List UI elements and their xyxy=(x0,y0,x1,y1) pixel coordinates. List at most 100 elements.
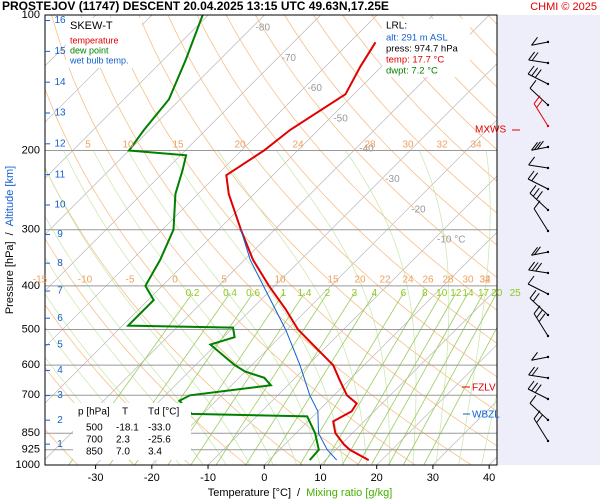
table-cell: -18.1 xyxy=(116,423,139,434)
legend-entry: dew point xyxy=(70,45,109,55)
barb-staff xyxy=(533,208,549,232)
lrl-press: press: 974.7 hPa xyxy=(386,44,459,55)
mixing-ratio-label: 2 xyxy=(325,288,331,299)
barb-flag xyxy=(536,191,543,200)
mixing-ratio-line xyxy=(370,292,469,465)
barb-flag xyxy=(533,305,541,314)
y-label: Pressure [hPa] xyxy=(4,241,16,314)
dry-adiabat xyxy=(254,15,497,278)
mixing-ratio-line xyxy=(388,292,484,465)
table-header: Td [°C] xyxy=(148,407,179,418)
isotherm-label: -20 xyxy=(411,204,426,215)
dry-adiabat xyxy=(196,15,497,344)
mixing-ratio-label: 4 xyxy=(372,288,378,299)
mixing-ratio-line xyxy=(245,292,355,465)
moist-adiabat xyxy=(458,150,491,465)
mixing-ratio-line xyxy=(323,292,426,465)
barb-staff xyxy=(531,146,549,151)
table-header: p [hPa] xyxy=(78,407,110,418)
table-cell: 2.3 xyxy=(116,435,130,446)
barb-staff xyxy=(527,178,549,190)
isotherm xyxy=(376,344,497,465)
adiabat-label: 34 xyxy=(470,140,482,151)
mixing-ratio-line xyxy=(423,326,497,465)
y2-tick-label: 4 xyxy=(57,365,63,376)
barb-flag xyxy=(538,313,546,322)
barb-flag xyxy=(531,351,538,361)
barb-flag xyxy=(534,384,542,393)
y-tick-label: 850 xyxy=(22,427,40,439)
y-tick-label: 925 xyxy=(22,444,40,456)
moist-adiabat xyxy=(127,150,321,465)
y2-tick-label: 8 xyxy=(57,258,63,269)
barb-flag xyxy=(527,380,535,390)
adiabat-label: -5 xyxy=(126,275,135,286)
barb-dot xyxy=(546,418,550,422)
barb-flag xyxy=(527,170,535,180)
x-tick-label: 30 xyxy=(427,472,439,484)
barb-dot xyxy=(546,229,550,233)
barb-dot xyxy=(546,397,550,401)
barb-flag xyxy=(536,414,543,423)
moist-adiabat xyxy=(481,391,497,465)
annotation-mxws: MXWS xyxy=(475,125,506,136)
barb-staff xyxy=(527,388,549,400)
barb-dot xyxy=(546,40,550,44)
adiabat-label: -10 xyxy=(78,275,93,286)
x-tick-label: 40 xyxy=(483,472,495,484)
barb-dot xyxy=(546,145,550,149)
mixing-ratio-label: 20 xyxy=(491,288,503,299)
adiabat-label: 26 xyxy=(422,275,434,286)
barb-staff xyxy=(531,251,549,256)
barb-dot xyxy=(546,187,550,191)
table-cell: 500 xyxy=(86,423,103,434)
barb-dot xyxy=(546,355,550,359)
isotherm-label: -30 xyxy=(385,174,400,185)
adiabat-label: 15 xyxy=(327,275,339,286)
isotherm xyxy=(45,15,434,404)
barb-dot xyxy=(546,208,550,212)
adiabat-label: 24 xyxy=(402,275,414,286)
x2-label: Mixing ratio [g/kg] xyxy=(306,487,392,499)
y2-tick-label: 7 xyxy=(57,286,63,297)
wind-panel xyxy=(497,15,600,465)
barb-flag xyxy=(531,382,539,392)
mixing-ratio-label: 25 xyxy=(510,288,522,299)
moist-adiabat xyxy=(276,150,391,465)
barb-flag xyxy=(529,395,537,404)
levels-table: p [hPa] T Td [°C] 500 -18.1 -33.0 700 2.3 -25.6 8… xyxy=(78,407,179,458)
barb-dot xyxy=(546,439,550,443)
barb-dot xyxy=(546,61,550,65)
adiabat-label: 34 xyxy=(479,275,491,286)
adiabat-label: 22 xyxy=(379,275,391,286)
barb-flag xyxy=(531,172,539,182)
barb-flag xyxy=(529,80,537,89)
y-tick-label: 700 xyxy=(22,389,40,401)
y2-tick-label: 5 xyxy=(57,339,63,350)
moist-adiabat xyxy=(217,150,367,465)
lrl-alt: alt: 291 m ASL xyxy=(386,33,448,44)
barb-dot xyxy=(546,376,550,380)
x-tick-label: -30 xyxy=(88,472,104,484)
barb-flag xyxy=(532,188,540,197)
dry-adiabat xyxy=(51,15,416,465)
mixing-ratio-label: 3 xyxy=(352,288,358,299)
mixing-ratio-line xyxy=(190,292,305,465)
table-cell: 3.4 xyxy=(148,447,162,458)
barb-flag xyxy=(533,95,541,104)
isotherm-label: -70 xyxy=(282,53,297,64)
adiabat-label: 28 xyxy=(442,275,454,286)
isotherm xyxy=(45,15,209,179)
dry-adiabat xyxy=(225,15,497,311)
adiabat-label: 20 xyxy=(354,275,366,286)
y2-tick-label: 12 xyxy=(54,138,66,149)
y-tick-label: 200 xyxy=(22,144,40,156)
credit: CHMI © 2025 xyxy=(530,1,597,13)
isotherm-label: -50 xyxy=(333,113,348,124)
mixing-ratio-label: 0.4 xyxy=(223,288,237,299)
wind-barbs xyxy=(527,36,550,443)
dry-adiabat xyxy=(283,15,497,246)
isotherm xyxy=(45,15,378,348)
dry-adiabat xyxy=(109,15,497,447)
barb-dot xyxy=(546,271,550,275)
